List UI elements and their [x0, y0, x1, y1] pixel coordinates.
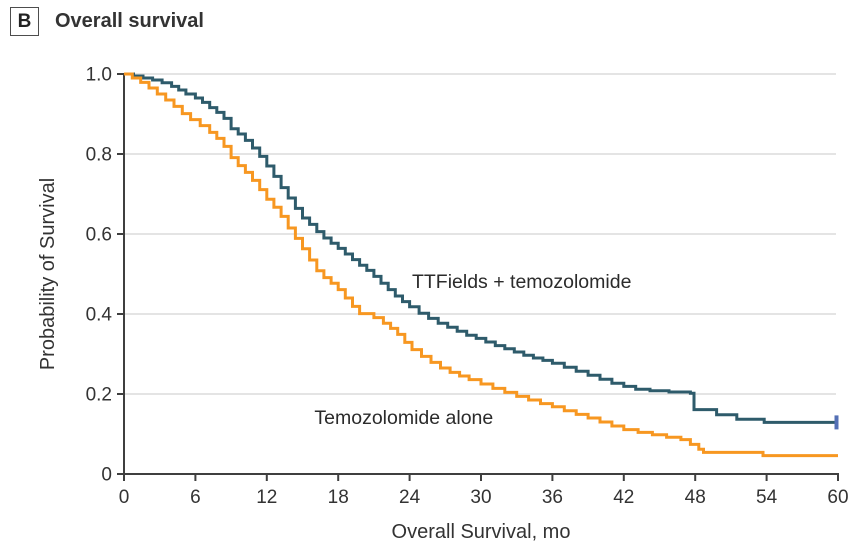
x-tick-label: 18: [328, 487, 349, 508]
y-tick-label: 0.6: [86, 225, 112, 246]
panel-title: Overall survival: [55, 10, 204, 32]
x-tick-label: 0: [119, 487, 130, 508]
y-tick-label: 1.0: [86, 65, 112, 86]
panel-letter-badge: B: [10, 7, 39, 36]
series-curve-temozolomide-alone: [124, 72, 838, 458]
x-tick-label: 12: [256, 487, 277, 508]
x-tick-label: 24: [399, 487, 421, 508]
x-tick-label: 48: [685, 487, 706, 508]
x-tick-label: 30: [470, 487, 491, 508]
x-tick-label: 36: [542, 487, 563, 508]
x-axis-title: Overall Survival, mo: [392, 521, 571, 543]
y-tick-label: 0: [101, 465, 112, 486]
series-curve-ttfields-temozolomide: [124, 72, 838, 424]
y-tick-label: 0.8: [86, 145, 112, 166]
y-axis-title: Probability of Survival: [37, 178, 59, 370]
curve-label: Temozolomide alone: [314, 407, 493, 429]
x-tick-label: 54: [756, 487, 778, 508]
y-tick-label: 0.2: [86, 385, 112, 406]
curve-label: TTFields + temozolomide: [412, 271, 631, 293]
x-tick-label: 60: [827, 487, 848, 508]
y-tick-label: 0.4: [86, 305, 113, 326]
x-tick-label: 6: [190, 487, 201, 508]
x-tick-label: 42: [613, 487, 634, 508]
panel-header: B Overall survival: [10, 7, 204, 36]
